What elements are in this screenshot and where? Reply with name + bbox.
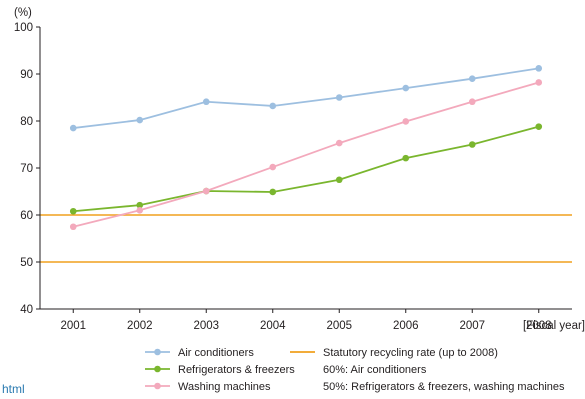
legend-label-rate: 50%: Refrigerators & freezers, washing m… [323,381,565,393]
data-point [69,124,77,132]
data-point [468,141,476,148]
x-tick-label: 2007 [459,320,485,332]
data-point [402,118,410,125]
data-point [335,139,343,147]
x-tick-label: 2003 [193,320,219,332]
data-point [269,163,277,171]
legend-label: Refrigerators & freezers [178,364,295,376]
legend-label-reference: Statutory recycling rate (up to 2008) [323,347,498,359]
y-tick-label: 80 [20,116,33,128]
data-point [136,116,144,124]
data-point [468,75,476,82]
data-point [269,188,277,196]
data-series [69,65,543,231]
y-tick-label: 90 [20,69,33,81]
data-point [535,65,543,72]
data-point [202,98,210,106]
data-point [335,94,343,101]
x-tick-label: 2001 [60,320,86,332]
axes: 40 50 60 70 80 90 100 2001 2002 2003 2004 2005 2006 2… [14,22,572,332]
data-point [202,187,210,195]
series-line-0 [73,67,539,129]
x-tick-label: 2004 [260,320,286,332]
legend-label-rate: 60%: Air conditioners [323,364,427,376]
x-tick-label: 2006 [393,320,419,332]
data-point [269,102,277,110]
y-tick-label: 40 [20,304,33,316]
data-point [136,201,144,209]
series-line-1 [73,125,539,213]
series-line-2 [73,81,540,228]
legend-label: Air conditioners [178,347,254,359]
data-point [402,154,410,162]
x-tick-label: 2005 [326,320,352,332]
y-axis-unit: (%) [14,7,32,19]
data-point [535,79,543,86]
legend-swatch-marker [154,382,161,390]
data-point [535,123,543,130]
data-point [136,207,144,214]
data-point [468,98,476,106]
legend-swatch-marker [154,365,161,373]
x-tick-label: 2008 [526,320,552,332]
y-tick-label: 60 [20,210,33,222]
legend-swatch-marker [154,348,161,356]
data-point [69,223,77,231]
data-point [69,207,77,215]
y-tick-label: 70 [20,163,33,175]
legend-label: Washing machines [178,381,271,393]
data-point [335,176,343,184]
legend: Air conditioners Refrigerators & freezers… [145,347,565,393]
y-tick-label: 100 [14,22,33,34]
reference-lines [40,214,572,263]
corner-text: html [2,382,25,396]
x-tick-label: 2002 [127,320,153,332]
data-point [402,84,410,92]
y-tick-label: 50 [20,257,33,269]
x-axis-unit: [Fiscal year] [523,320,585,332]
